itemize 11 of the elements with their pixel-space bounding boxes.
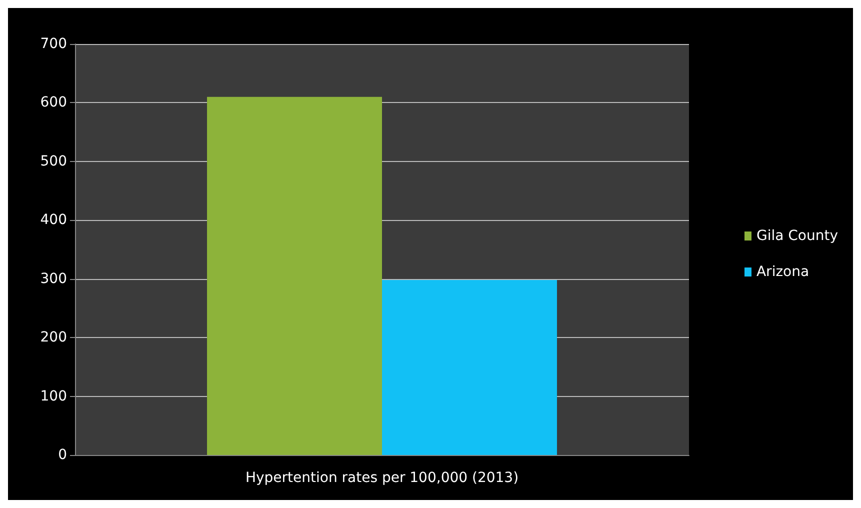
y-tick-label: 500 <box>40 153 67 170</box>
y-tick-label: 400 <box>40 212 67 228</box>
y-tick-label: 200 <box>40 330 67 346</box>
legend-label: Gila County <box>756 228 838 244</box>
y-tick-label: 0 <box>58 447 67 463</box>
y-tick-label: 300 <box>40 270 67 287</box>
y-tick-label: 700 <box>40 36 67 52</box>
x-tick-label: Hypertention rates per 100,000 (2013) <box>245 470 519 486</box>
legend-label: Arizona <box>756 264 810 280</box>
y-tick-label: 600 <box>40 94 67 111</box>
y-tick-label: 100 <box>40 388 67 404</box>
